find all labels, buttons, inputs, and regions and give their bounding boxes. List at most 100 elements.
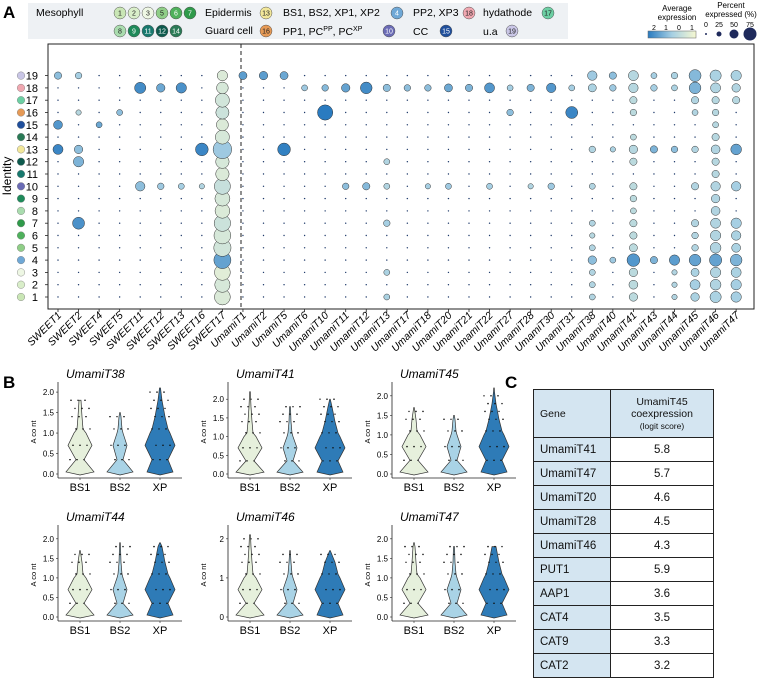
dot-bg-UmamiT18-7 (427, 222, 429, 224)
violin-point (161, 561, 163, 563)
violin-point (457, 561, 459, 563)
violin-point (128, 602, 130, 605)
violin-UmamiT46-BS2 (276, 550, 304, 619)
dot-UmamiT38-7 (589, 219, 596, 227)
dot-UmamiT46-12 (711, 157, 720, 166)
dot-bg-UmamiT17-7 (406, 222, 409, 224)
dot-UmamiT46-10 (710, 181, 721, 192)
dot-bg-UmamiT43-10 (653, 185, 655, 187)
violin-point (291, 460, 293, 462)
violin-point (69, 602, 71, 605)
dot-UmamiT45-2 (689, 279, 701, 290)
table-cell-gene: CAT9 (533, 629, 611, 654)
violin-point (256, 447, 258, 449)
dot-bg-UmamiT12-13 (365, 148, 367, 151)
dot-bg-UmamiT30-7 (550, 222, 552, 224)
violin-point (422, 553, 424, 556)
violin-point (337, 405, 339, 408)
dot-bg-UmamiT1-18 (242, 87, 244, 89)
legend-cluster-11-label: 11 (144, 29, 151, 36)
dot-bg-SWEET2-3 (77, 271, 80, 274)
dot-bg-UmamiT30-19 (550, 74, 552, 77)
cluster-color-swatch-12 (17, 157, 26, 166)
violin-point (89, 573, 91, 575)
dot-bg-UmamiT28-5 (529, 247, 532, 249)
dot-bg-UmamiT43-7 (653, 222, 655, 224)
legend-pp1-label: PP1, PCPP, PCXP (283, 26, 363, 38)
dot-UmamiT46-5 (709, 242, 722, 254)
violin-point (413, 588, 415, 591)
violin-point (489, 445, 491, 448)
dot-UmamiT41-5 (629, 243, 638, 253)
dot-bg-SWEET13-15 (180, 124, 182, 126)
dot-bg-UmamiT28-8 (529, 210, 532, 212)
violin-point (151, 428, 153, 430)
dot-bg-UmamiT44-8 (673, 210, 676, 212)
dot-UmamiT31-16 (565, 106, 579, 119)
dot-bg-UmamiT21-15 (468, 124, 470, 126)
dot-bg-UmamiT43-6 (653, 234, 655, 237)
violin-y-tick: 0.0 (43, 470, 55, 479)
violin-point (155, 588, 157, 591)
violin-point (412, 561, 414, 563)
dot-bg-UmamiT20-3 (447, 271, 450, 274)
violin-point (495, 561, 497, 563)
dot-bg-UmamiT17-11 (406, 173, 409, 175)
table-cell-gene: CAT4 (533, 605, 611, 630)
violin-point (332, 447, 334, 449)
dot-bg-SWEET4-7 (98, 222, 100, 224)
pct-title-2: expressed (%) (705, 10, 757, 19)
violin-UmamiT41-XP (314, 398, 346, 476)
dot-bg-UmamiT21-13 (468, 148, 470, 151)
dot-SWEET17-11 (215, 167, 230, 181)
violin-x-tick-BS1: BS1 (240, 625, 261, 637)
dot-bg-UmamiT20-13 (447, 148, 450, 151)
dot-bg-UmamiT20-16 (447, 111, 450, 114)
dot-bg-UmamiT12-16 (365, 111, 367, 114)
dot-bg-UmamiT12-6 (365, 234, 367, 237)
violin-point (69, 458, 71, 461)
dot-y-tick-7: 7 (32, 218, 38, 230)
dot-UmamiT46-3 (710, 266, 722, 278)
dot-bg-UmamiT2-18 (262, 87, 265, 89)
violin-ylabel: A co nt (29, 420, 38, 444)
dot-bg-UmamiT22-17 (488, 99, 491, 101)
violin-point (294, 588, 296, 591)
dot-bg-UmamiT18-11 (427, 173, 429, 175)
dot-bg-UmamiT2-12 (262, 161, 265, 163)
dot-bg-SWEET1-7 (57, 222, 59, 224)
dot-bg-UmamiT12-3 (365, 271, 367, 274)
violin-point (331, 420, 333, 423)
dot-UmamiT30-18 (546, 82, 557, 93)
dot-bg-UmamiT43-11 (653, 173, 655, 175)
dot-bg-SWEET16-9 (201, 197, 203, 200)
violin-point (499, 430, 501, 432)
dot-UmamiT46-9 (711, 194, 721, 204)
dot-bg-UmamiT10-17 (324, 99, 326, 101)
dot-bg-UmamiT22-3 (488, 271, 491, 274)
dot-bg-SWEET1-17 (57, 99, 59, 101)
dot-bg-UmamiT30-1 (550, 296, 552, 298)
dot-bg-UmamiT30-16 (550, 111, 552, 114)
violin-UmamiT38-XP (144, 387, 176, 476)
violin-point (164, 553, 166, 556)
dot-bg-SWEET16-11 (201, 173, 203, 175)
dot-bg-SWEET13-9 (180, 197, 182, 200)
dot-bg-SWEET11-13 (139, 148, 141, 151)
dot-bg-UmamiT5-7 (283, 222, 285, 224)
violin-y-tick: 1.0 (377, 431, 389, 440)
panel-a-label: A (3, 3, 15, 22)
violin-y-tick: 2 (220, 535, 225, 544)
dot-UmamiT43-19 (650, 72, 658, 79)
dot-bg-UmamiT31-7 (571, 222, 573, 224)
dot-UmamiT47-3 (730, 267, 742, 278)
violin-point (240, 545, 242, 548)
dot-bg-SWEET11-7 (139, 222, 141, 224)
violin-point (83, 602, 85, 605)
violin-point (298, 460, 300, 462)
violin-point (75, 428, 77, 430)
dot-bg-SWEET2-18 (77, 87, 80, 89)
violin-y-tick: 0.0 (43, 613, 55, 622)
dot-y-tick-9: 9 (32, 194, 38, 206)
